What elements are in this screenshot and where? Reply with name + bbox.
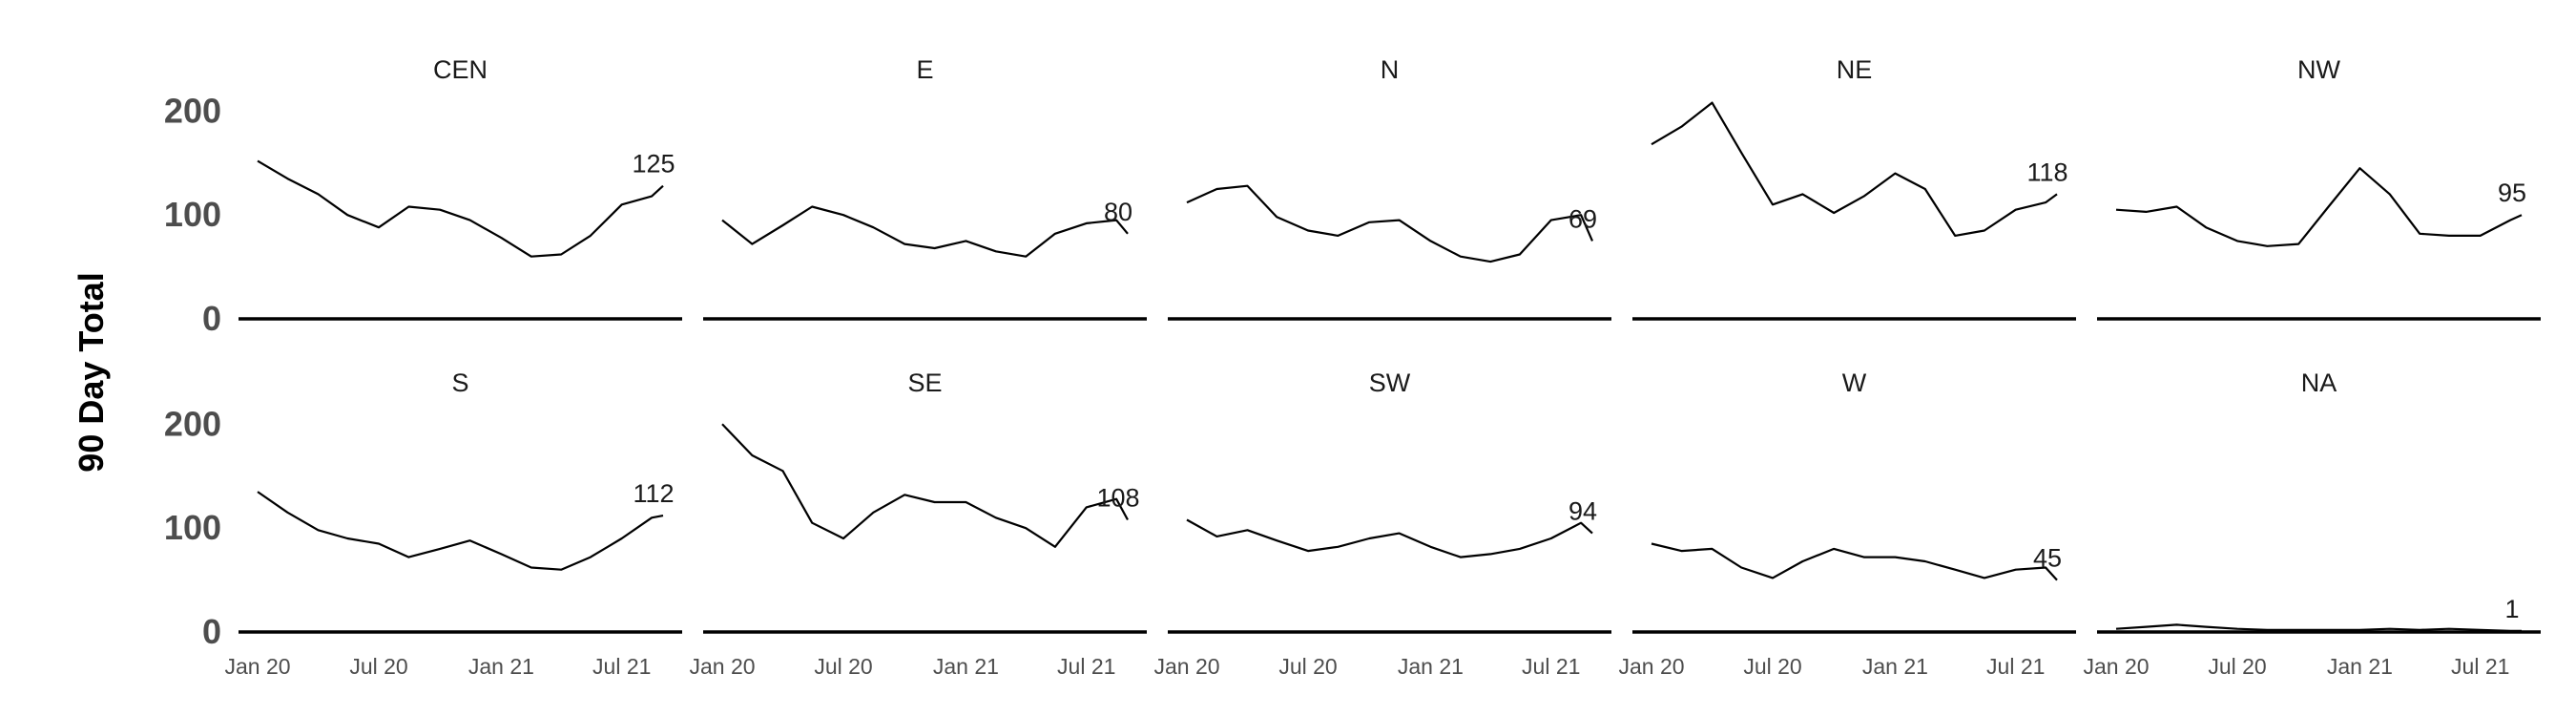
x-tick-label: Jul 21 [592, 654, 651, 679]
end-value-label: 69 [1568, 204, 1597, 233]
x-tick-label: Jan 20 [1618, 654, 1684, 679]
x-tick-label: Jan 21 [933, 654, 999, 679]
series-line [1651, 101, 2058, 237]
series-line [721, 205, 1129, 258]
facet-title: NA [2301, 369, 2337, 397]
end-value-label: 95 [2498, 179, 2526, 207]
facet-ne: NE 118 [1632, 55, 2076, 321]
series-line [721, 423, 1129, 548]
facet-title: NE [1837, 55, 1873, 84]
facet-title: N [1381, 55, 1400, 84]
facet-nw: NW 95 [2097, 55, 2541, 321]
x-tick-label: Jan 21 [1862, 654, 1928, 679]
end-value-label: 125 [632, 150, 675, 179]
x-tick-label: Jan 20 [224, 654, 290, 679]
x-tick-label: Jul 21 [1057, 654, 1115, 679]
x-tick-label: Jan 21 [2327, 654, 2393, 679]
x-tick-label: Jan 20 [2083, 654, 2149, 679]
x-tick-label: Jul 20 [1743, 654, 1801, 679]
series-line [1186, 518, 1593, 558]
facet-na: NA 1 Jan 20 Jul 20 Jan 21 Jul 21 [2083, 369, 2541, 679]
facet-se: SE 108 Jan 20 Jul 20 Jan 21 Jul 21 [689, 369, 1147, 679]
end-value-label: 1 [2504, 595, 2519, 623]
x-tick-label: Jul 20 [2208, 654, 2266, 679]
y-tick-label: 200 [164, 91, 221, 130]
x-tick-label: Jul 20 [814, 654, 872, 679]
facet-title: SE [907, 369, 942, 397]
facet-sw: SW 94 Jan 20 Jul 20 Jan 21 Jul 21 [1153, 369, 1611, 679]
end-value-label: 112 [633, 479, 674, 508]
series-line [1651, 542, 2058, 581]
x-tick-label: Jul 21 [2451, 654, 2509, 679]
facet-panels: CEN 125 0 100 200 E 80 N 69 NE 118 NW 95 S 112 0 100 200 J… [164, 55, 2541, 679]
facet-title: CEN [433, 55, 488, 84]
y-tick-label: 0 [202, 299, 221, 338]
series-line [257, 491, 664, 571]
x-tick-label: Jul 21 [1522, 654, 1580, 679]
series-line [2115, 623, 2522, 632]
facet-s: S 112 0 100 200 Jan 20 Jul 20 Jan 21 Jul 21 [164, 369, 682, 679]
y-tick-label: 0 [202, 612, 221, 651]
y-tick-label: 100 [164, 195, 221, 234]
facet-title: E [916, 55, 933, 84]
x-tick-label: Jan 21 [1398, 654, 1464, 679]
facet-cen: CEN 125 0 100 200 [164, 55, 682, 338]
end-value-label: 80 [1104, 198, 1132, 226]
x-tick-label: Jan 20 [1153, 654, 1219, 679]
facet-title: S [451, 369, 468, 397]
x-tick-label: Jul 21 [1986, 654, 2045, 679]
series-line [1186, 184, 1594, 263]
y-tick-label: 200 [164, 404, 221, 443]
x-tick-label: Jul 20 [349, 654, 407, 679]
facet-title: NW [2297, 55, 2340, 84]
x-tick-label: Jan 20 [689, 654, 755, 679]
x-tick-label: Jul 20 [1278, 654, 1337, 679]
end-value-label: 108 [1096, 483, 1139, 512]
facet-title: W [1842, 369, 1867, 397]
facet-title: SW [1369, 369, 1411, 397]
end-value-label: 45 [2033, 544, 2062, 573]
end-value-label: 118 [2026, 158, 2067, 186]
series-line [2115, 167, 2523, 247]
series-line [257, 159, 664, 258]
x-tick-label: Jan 21 [468, 654, 534, 679]
end-value-label: 94 [1568, 497, 1597, 526]
facet-n: N 69 [1168, 55, 1611, 321]
facet-w: W 45 Jan 20 Jul 20 Jan 21 Jul 21 [1618, 369, 2076, 679]
y-axis-title: 90 Day Total [72, 272, 111, 472]
facet-e: E 80 [703, 55, 1147, 321]
y-tick-label: 100 [164, 508, 221, 547]
